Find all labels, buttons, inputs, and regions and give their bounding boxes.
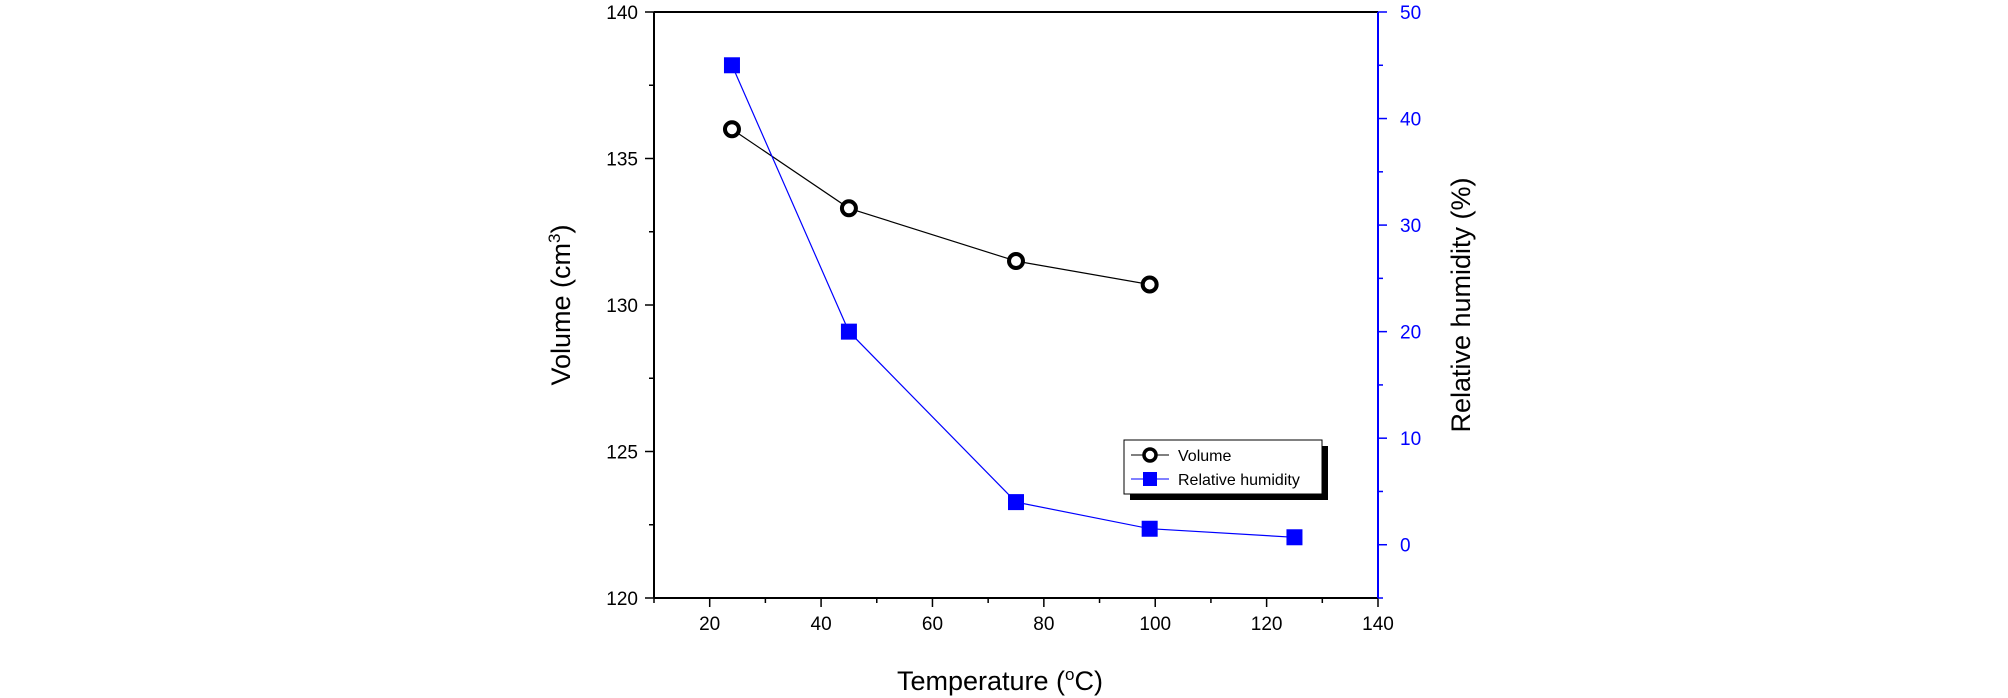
series-line-volume — [731, 128, 1150, 286]
y-left-tick-label: 140 — [606, 3, 638, 24]
y-axis-left-title: Volume (cm3) — [545, 224, 576, 385]
y-right-tick-label: 50 — [1400, 3, 1421, 24]
data-point-volume — [722, 120, 741, 139]
x-tick-label: 80 — [1033, 614, 1054, 635]
x-tick-label: 140 — [1362, 614, 1394, 635]
data-point-volume — [1140, 275, 1159, 294]
y-axis-right-title: Relative humidity (%) — [1446, 177, 1476, 432]
data-point-humidity — [723, 57, 740, 74]
y-left-tick-label: 135 — [606, 150, 638, 171]
data-point-volume — [1007, 252, 1025, 271]
y-left-tick-label: 125 — [606, 443, 638, 464]
data-point-humidity — [840, 323, 857, 340]
data-point-humidity — [1008, 494, 1024, 511]
y-right-tick-label: 10 — [1400, 429, 1421, 450]
y-right-tick-label: 0 — [1400, 536, 1411, 557]
data-point-humidity — [1141, 520, 1158, 537]
x-axis-title: Temperature (oC) — [897, 665, 1103, 696]
legend-humidity-label: Relative humidity — [1178, 472, 1300, 489]
data-point-humidity — [1286, 529, 1303, 546]
x-tick-label: 60 — [922, 614, 943, 635]
legend-humidity-marker — [1143, 472, 1157, 486]
data-point-volume — [839, 199, 858, 218]
y-right-tick-label: 40 — [1400, 110, 1421, 131]
legend: Volume Relative humidity — [1123, 439, 1328, 500]
y-right-tick-label: 20 — [1400, 323, 1421, 344]
legend-volume-label: Volume — [1178, 448, 1231, 465]
x-tick-label: 100 — [1139, 614, 1171, 635]
y-left-tick-label: 130 — [606, 296, 638, 317]
legend-volume-marker — [1142, 447, 1158, 463]
x-tick-label: 20 — [699, 614, 720, 635]
y-left-tick-label: 120 — [606, 589, 638, 610]
y-right-tick-label: 30 — [1400, 216, 1421, 237]
x-tick-label: 40 — [811, 614, 832, 635]
x-tick-label: 120 — [1251, 614, 1283, 635]
